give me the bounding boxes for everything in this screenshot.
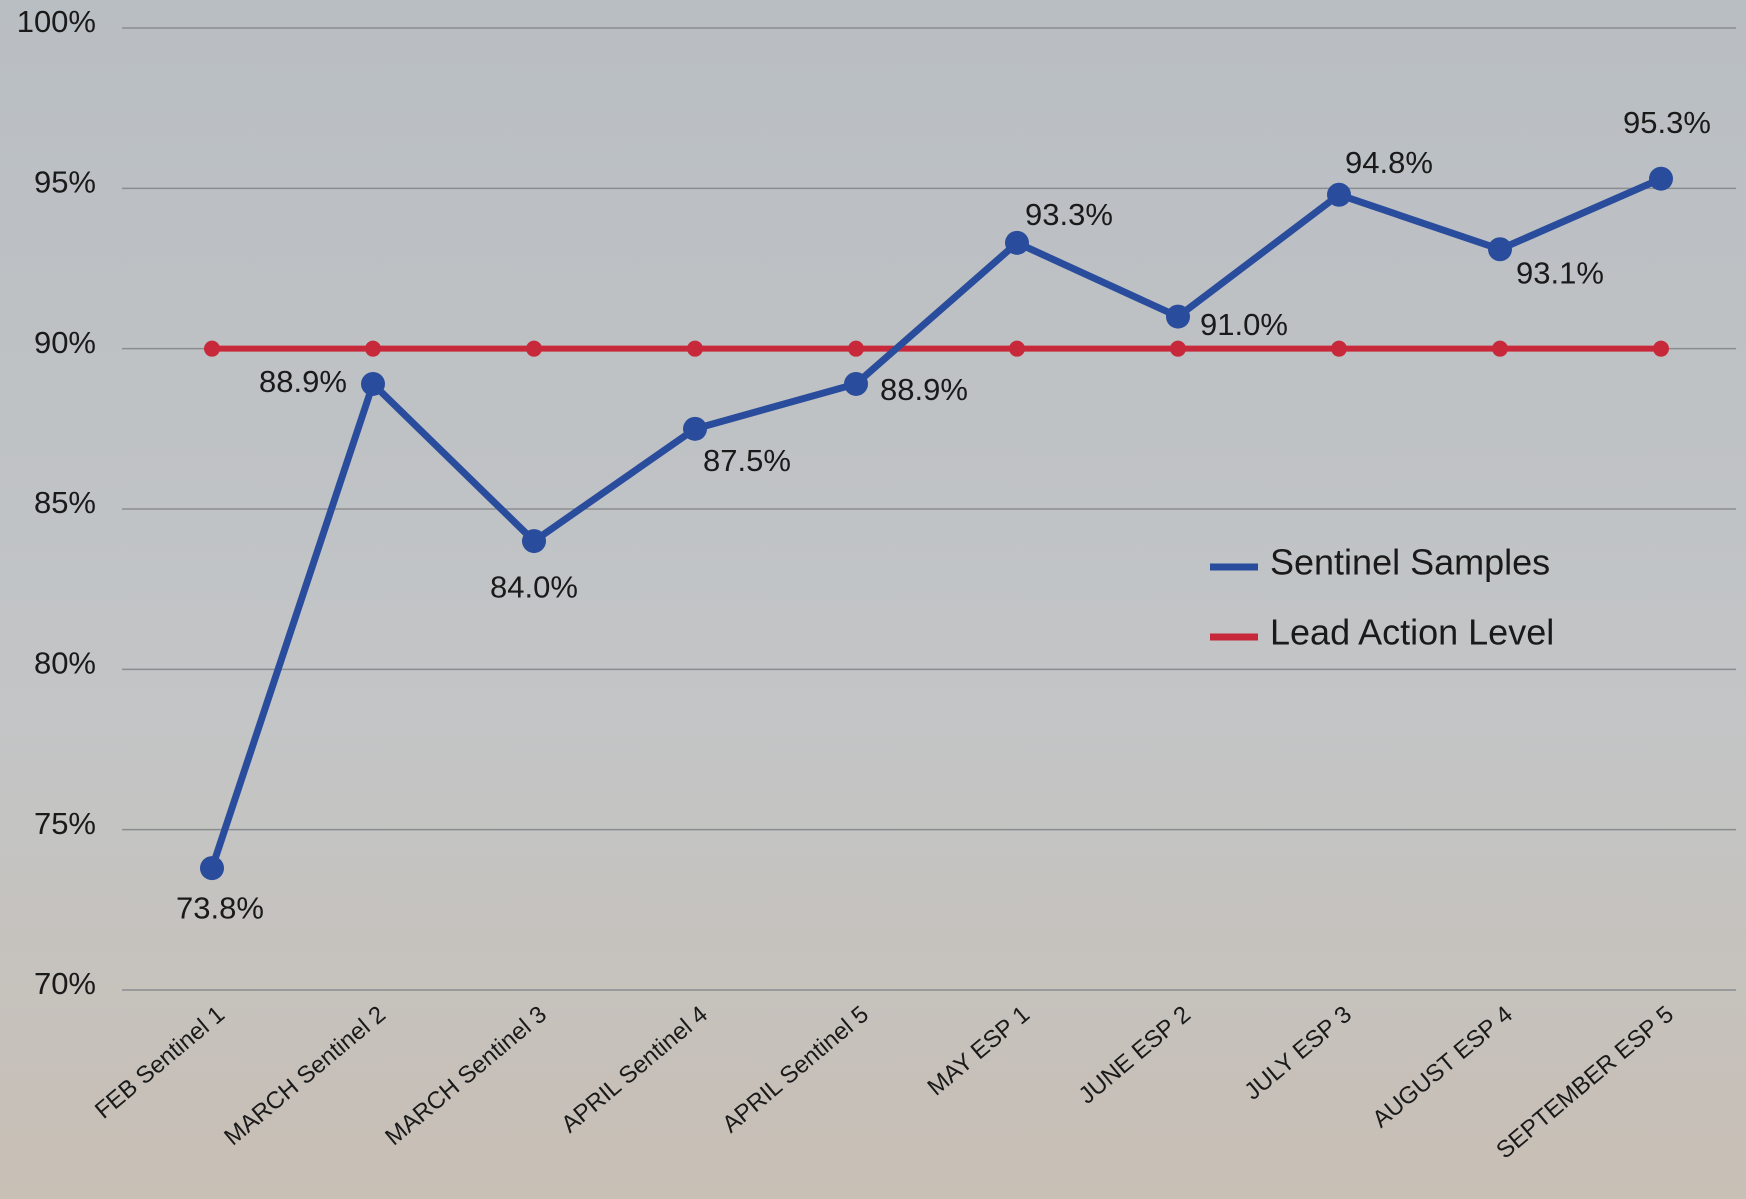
data-label: 88.9% xyxy=(259,364,347,399)
data-point xyxy=(365,340,381,357)
x-tick-label: JULY ESP 3 xyxy=(1239,1001,1357,1106)
data-point xyxy=(1653,340,1669,357)
data-point xyxy=(522,529,546,554)
data-point xyxy=(1327,182,1351,207)
data-label: 88.9% xyxy=(880,372,968,407)
data-point xyxy=(1170,340,1186,357)
x-tick-label: APRIL Sentinel 4 xyxy=(556,1001,713,1139)
x-tick-label: MAY ESP 1 xyxy=(923,1001,1035,1101)
data-point xyxy=(204,340,220,357)
x-tick-label: AUGUST ESP 4 xyxy=(1367,1001,1518,1133)
data-point xyxy=(361,371,385,396)
series-line xyxy=(208,175,1663,870)
x-tick-label: APRIL Sentinel 5 xyxy=(717,1001,874,1139)
x-tick-label: MARCH Sentinel 3 xyxy=(380,1001,552,1151)
data-label: 93.1% xyxy=(1516,255,1604,290)
data-point xyxy=(844,371,868,396)
y-tick-label: 80% xyxy=(34,646,96,681)
data-label: 93.3% xyxy=(1025,197,1113,232)
y-tick-label: 85% xyxy=(34,485,96,520)
y-tick-label: 70% xyxy=(34,966,96,1001)
data-label: 87.5% xyxy=(703,443,791,478)
y-tick-label: 90% xyxy=(34,325,96,360)
x-tick-label: SEPTEMBER ESP 5 xyxy=(1491,1001,1679,1165)
data-point xyxy=(683,416,707,441)
data-point xyxy=(687,340,703,357)
data-label: 84.0% xyxy=(490,569,578,604)
data-label: 91.0% xyxy=(1200,307,1288,342)
data-point xyxy=(848,340,864,357)
legend-label: Sentinel Samples xyxy=(1270,542,1550,583)
data-point xyxy=(1009,340,1025,357)
data-label: 94.8% xyxy=(1345,145,1433,180)
x-tick-label: JUNE ESP 2 xyxy=(1074,1001,1196,1110)
data-point xyxy=(1488,237,1512,262)
y-tick-label: 100% xyxy=(17,4,96,39)
y-tick-label: 95% xyxy=(34,165,96,200)
legend-label: Lead Action Level xyxy=(1270,612,1554,653)
data-label: 73.8% xyxy=(176,890,264,925)
data-point xyxy=(1492,340,1508,357)
data-point xyxy=(1005,230,1029,255)
data-point xyxy=(1649,166,1673,191)
data-point xyxy=(200,856,224,881)
data-point xyxy=(1166,304,1190,329)
x-tick-label: MARCH Sentinel 2 xyxy=(219,1001,391,1151)
data-label: 95.3% xyxy=(1623,105,1711,140)
y-tick-label: 75% xyxy=(34,806,96,841)
data-point xyxy=(526,340,542,357)
data-point xyxy=(1331,340,1347,357)
x-tick-label: FEB Sentinel 1 xyxy=(90,1001,230,1125)
